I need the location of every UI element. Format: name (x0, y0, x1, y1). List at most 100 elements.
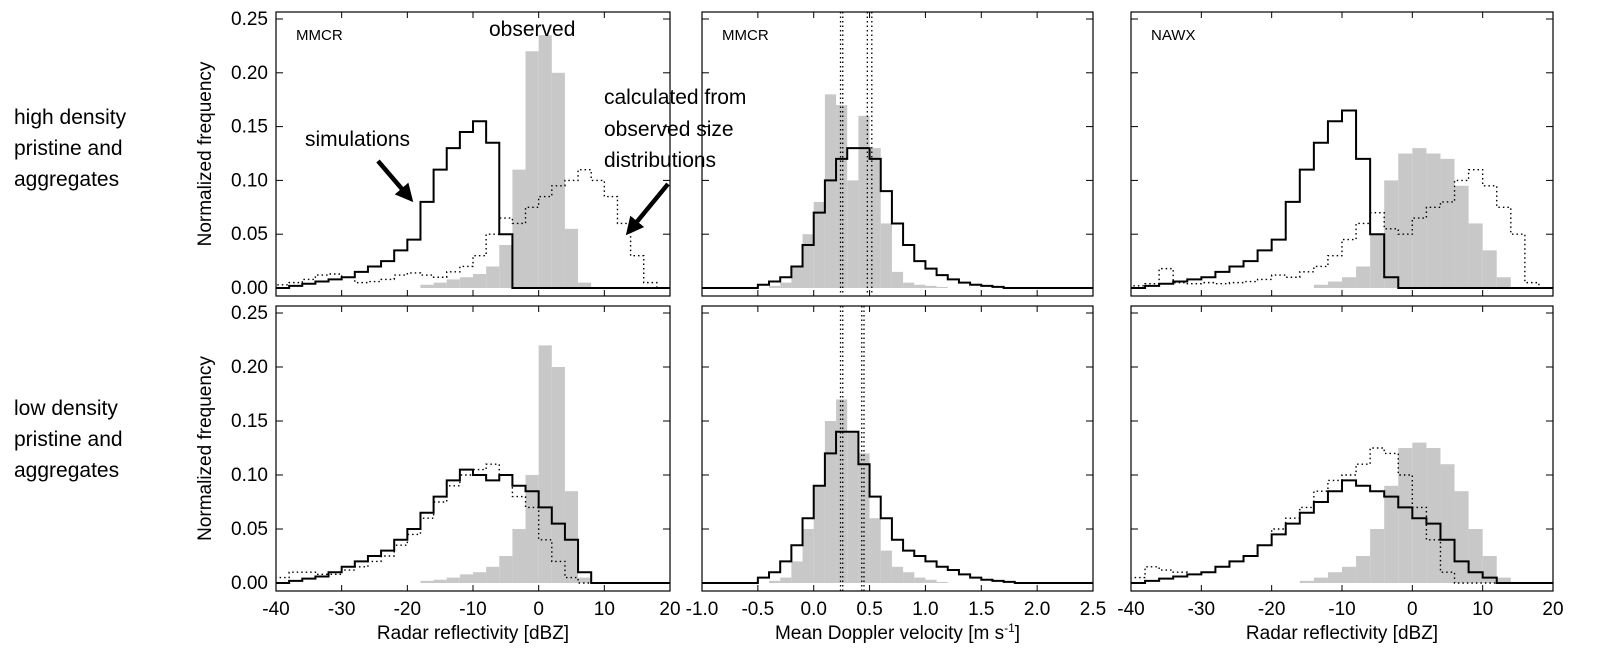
observed-bar (836, 399, 848, 583)
observed-bar (1370, 234, 1385, 288)
x-tick-label: 20 (659, 599, 680, 620)
plot-area (1131, 442, 1553, 584)
observed-bar (936, 581, 948, 583)
annotation-simulations: simulations (305, 128, 410, 151)
row-label-high-density: high density pristine and aggregates (14, 102, 126, 195)
chart-panel-4: 0.00 0.05 0.10 0.15 0.20 0.25 Normalized frequ… (195, 303, 681, 644)
x-tick-label: -10 (459, 599, 486, 620)
calculated-series-line (276, 168, 670, 289)
observed-bar (880, 550, 892, 583)
observed-bar (1384, 485, 1399, 583)
y-tick-label: 0.15 (231, 117, 268, 138)
row-label-line: pristine and (14, 137, 123, 160)
annotation-calculated-line1: calculated from (604, 86, 746, 109)
observed-bar (499, 556, 513, 583)
y-axis-label: Normalized frequency (195, 61, 216, 246)
observed-bar (459, 277, 473, 288)
observed-bar (1454, 185, 1469, 288)
x-axis-label: Radar reflectivity [dBZ] (377, 623, 569, 644)
observed-bar (1482, 250, 1497, 288)
observed-bar (473, 274, 487, 288)
plot-area (1131, 109, 1553, 289)
observed-bar (1299, 580, 1314, 583)
observed-bar (420, 580, 434, 583)
row-label-line: pristine and (14, 428, 123, 451)
observed-bar (420, 284, 434, 288)
observed-bar (880, 223, 892, 288)
x-tick-label: -1.0 (686, 599, 719, 620)
y-tick-label: 0.00 (231, 278, 268, 299)
observed-bar (1412, 442, 1427, 583)
observed-bar (858, 115, 870, 288)
observed-bar (499, 244, 513, 288)
observed-bar (512, 529, 526, 583)
observed-bar (925, 579, 937, 583)
observed-bar (433, 579, 447, 583)
row-label-low-density: low density pristine and aggregates (14, 393, 123, 486)
plot-area (276, 35, 670, 289)
axes-frame (701, 305, 1094, 592)
y-tick-label: 0.20 (231, 63, 268, 84)
observed-bar (802, 234, 814, 288)
plot-area (702, 306, 1093, 591)
observed-bar (1496, 577, 1511, 583)
x-tick-label: -20 (394, 599, 421, 620)
observed-bar (1440, 464, 1455, 583)
observed-bar (1398, 448, 1413, 583)
observed-bar (769, 285, 781, 288)
observed-bar (512, 169, 526, 288)
observed-bar (847, 180, 859, 288)
unit-exponent: -1 (1004, 621, 1015, 635)
x-tick-label: 0 (1407, 599, 1418, 620)
observed-bar (869, 148, 881, 288)
observed-bar (1426, 448, 1441, 583)
observed-bar (1398, 153, 1413, 288)
observed-bar (1313, 284, 1328, 288)
simulations-arrow (376, 159, 414, 203)
chart-panel-2: MMCR (701, 11, 1094, 297)
observed-bar (446, 577, 460, 583)
observed-bar (1384, 180, 1399, 288)
observed-bar (836, 105, 848, 288)
y-tick-label: 0.00 (231, 573, 268, 594)
chart-panel-1: 0.00 0.05 0.10 0.15 0.20 0.25 Normalized frequ… (195, 9, 746, 299)
observed-bar (486, 566, 500, 583)
observed-bar (1468, 529, 1483, 583)
x-tick-label: -30 (328, 599, 355, 620)
observed-bar (936, 286, 948, 288)
observed-bar (1370, 529, 1385, 583)
observed-bar (1342, 566, 1357, 583)
x-tick-label: -20 (1258, 599, 1285, 620)
annotation-observed: observed (489, 18, 575, 41)
y-tick-label: 0.10 (231, 465, 268, 486)
simulation-series-line (276, 468, 670, 584)
observed-bar (847, 431, 859, 583)
observed-bar (564, 491, 579, 583)
x-axis-label: Radar reflectivity [dBZ] (1246, 623, 1438, 644)
observed-bar (525, 475, 539, 583)
simulation-series-line (702, 147, 1093, 289)
calculated-series-line (276, 463, 670, 584)
y-axis-label: Normalized frequency (195, 356, 216, 541)
x-axis-label: Mean Doppler velocity [m s-1] (775, 621, 1020, 644)
x-tick-label: -10 (1328, 599, 1355, 620)
y-tick-label: 0.10 (231, 170, 268, 191)
row-label-line: aggregates (14, 168, 120, 191)
simulation-series-line (276, 120, 670, 289)
observed-bar (564, 228, 579, 288)
observed-bar (1356, 556, 1371, 583)
annotation-calculated-line2: observed size (604, 118, 734, 141)
observed-bar (925, 285, 937, 288)
x-tick-label: 10 (594, 599, 615, 620)
observed-bar (914, 577, 926, 583)
observed-bar (869, 518, 881, 583)
observed-bar (791, 561, 803, 583)
observed-bar (1327, 572, 1342, 583)
x-tick-label: 2.0 (1024, 599, 1050, 620)
observed-bar (903, 572, 915, 583)
instrument-label: MMCR (296, 27, 343, 44)
observed-bar (914, 284, 926, 288)
instrument-label: NAWX (1151, 27, 1195, 44)
plot-area (276, 345, 670, 584)
